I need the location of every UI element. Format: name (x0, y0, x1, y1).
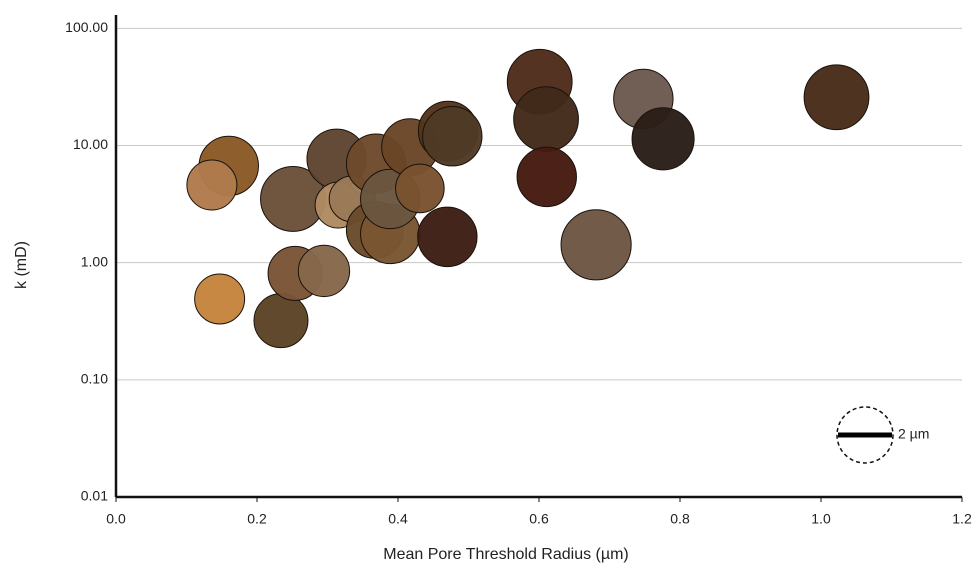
y-tick-label: 10.00 (73, 136, 108, 152)
size-legend-circle (836, 406, 894, 464)
x-tick-label: 0.6 (529, 511, 549, 527)
y-axis-label: k (mD) (13, 241, 30, 289)
bubble (513, 86, 579, 153)
bubble (422, 106, 483, 167)
x-tick-label: 1.2 (952, 511, 972, 527)
bubble (560, 209, 632, 281)
y-tick-label: 0.01 (81, 488, 108, 504)
bubble (803, 64, 870, 131)
x-tick-label: 0.8 (670, 511, 690, 527)
x-axis-label: Mean Pore Threshold Radius (µm) (383, 546, 628, 563)
y-tick-label: 1.00 (81, 253, 108, 269)
x-tick-label: 1.0 (811, 511, 831, 527)
bubble (516, 146, 577, 208)
x-tick-label: 0.0 (106, 511, 126, 527)
x-tick-label: 0.2 (247, 511, 267, 527)
bubble (395, 163, 445, 214)
x-tick-label: 0.4 (388, 511, 408, 527)
bubble (186, 159, 238, 211)
y-tick-label: 100.00 (65, 19, 108, 35)
bubble (253, 293, 309, 349)
bubble (297, 244, 351, 298)
bubble (194, 273, 246, 325)
size-legend-label: 2 µm (898, 426, 929, 442)
bubble (631, 107, 695, 171)
bubble (417, 206, 478, 268)
y-tick-label: 0.10 (81, 371, 108, 387)
